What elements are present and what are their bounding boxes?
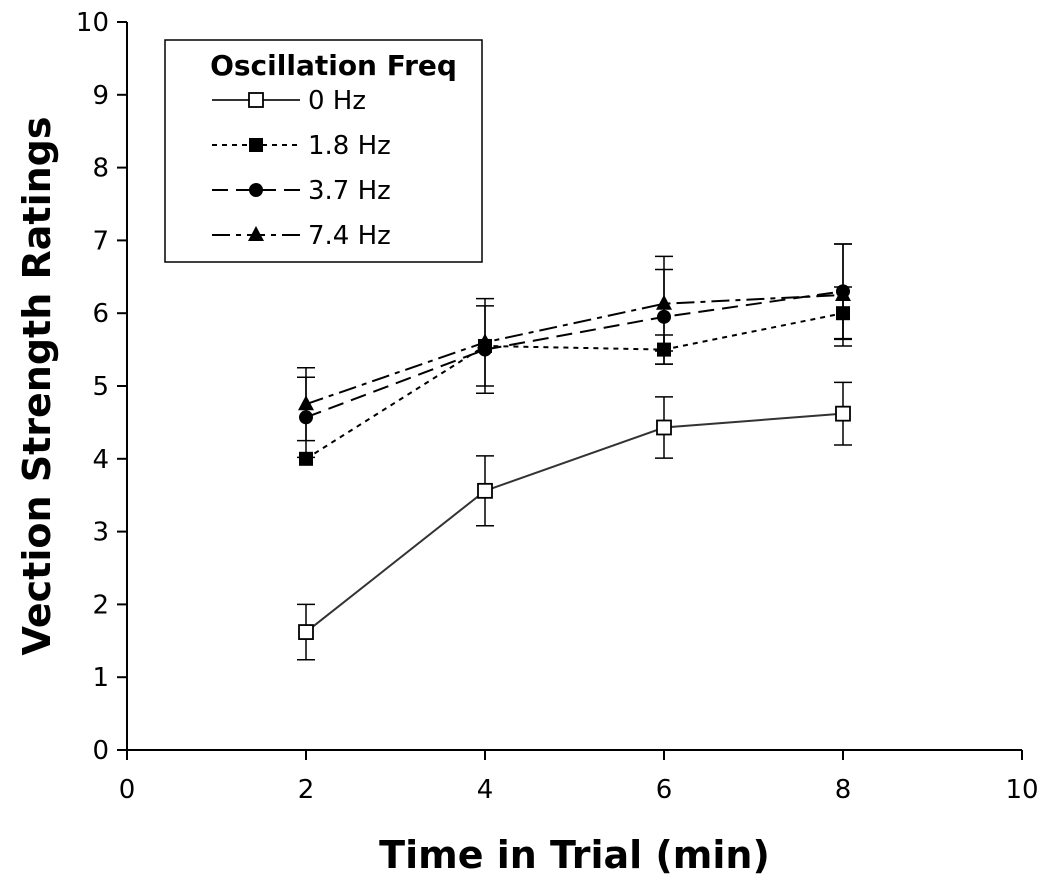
series-7-4-hz [297, 243, 852, 442]
series-line [305, 290, 844, 419]
y-axis-title: Vection Strength Ratings [15, 117, 59, 656]
legend-marker-square-icon [249, 138, 263, 152]
y-tick-label: 1 [92, 663, 109, 693]
legend-item: 1.8 Hz [212, 131, 391, 161]
data-point-square [477, 482, 493, 499]
x-tick-label: 10 [1005, 775, 1038, 805]
x-tick-label: 6 [656, 775, 673, 805]
y-tick-label: 3 [92, 518, 109, 548]
x-tick-label: 8 [835, 775, 852, 805]
y-tick-label: 7 [92, 226, 109, 256]
legend-label: 0 Hz [308, 86, 366, 116]
legend-label: 3.7 Hz [308, 176, 391, 206]
series-3-7-hz [297, 243, 852, 459]
y-tick-label: 0 [92, 736, 109, 766]
data-point-triangle [298, 395, 314, 411]
x-tick-label: 2 [298, 775, 315, 805]
y-tick-label: 10 [76, 8, 109, 38]
axes: 0 1 2 3 4 5 6 7 8 9 10 0 2 4 6 8 10 [76, 8, 1039, 805]
data-point-square [656, 419, 672, 436]
data-point-square [835, 405, 851, 422]
y-tick-label: 5 [92, 372, 109, 402]
x-axis-title: Time in Trial (min) [379, 833, 770, 877]
series-layer [297, 243, 852, 661]
y-tick-label: 4 [92, 445, 109, 475]
legend-item: 7.4 Hz [212, 221, 391, 251]
legend-marker-circle-icon [249, 183, 263, 197]
legend-item: 3.7 Hz [212, 176, 391, 206]
legend: Oscillation Freq 0 Hz 1.8 Hz 3.7 Hz 7.4 Hz [164, 39, 483, 263]
y-tick-label: 6 [92, 299, 109, 329]
legend-box [164, 39, 483, 263]
legend-item: 0 Hz [212, 86, 366, 116]
y-tick-label: 9 [92, 81, 109, 111]
data-point-triangle [477, 333, 493, 349]
y-tick-label: 2 [92, 590, 109, 620]
series-line [305, 294, 844, 406]
legend-label: 1.8 Hz [308, 131, 391, 161]
legend-marker-triangle-icon [248, 226, 264, 241]
x-tick-label: 0 [119, 775, 136, 805]
data-point-triangle [656, 294, 672, 310]
legend-label: 7.4 Hz [308, 221, 391, 251]
legend-marker-square-icon [248, 92, 264, 108]
data-point-square [298, 624, 314, 640]
x-tick-label: 4 [477, 775, 494, 805]
series-0-hz [297, 381, 852, 661]
data-point-square [299, 451, 313, 466]
data-point-triangle [835, 286, 851, 301]
y-tick-label: 8 [92, 154, 109, 184]
series-1-8-hz [299, 286, 852, 466]
legend-title: Oscillation Freq [210, 49, 457, 82]
series-line [305, 412, 844, 633]
series-line [305, 312, 844, 460]
